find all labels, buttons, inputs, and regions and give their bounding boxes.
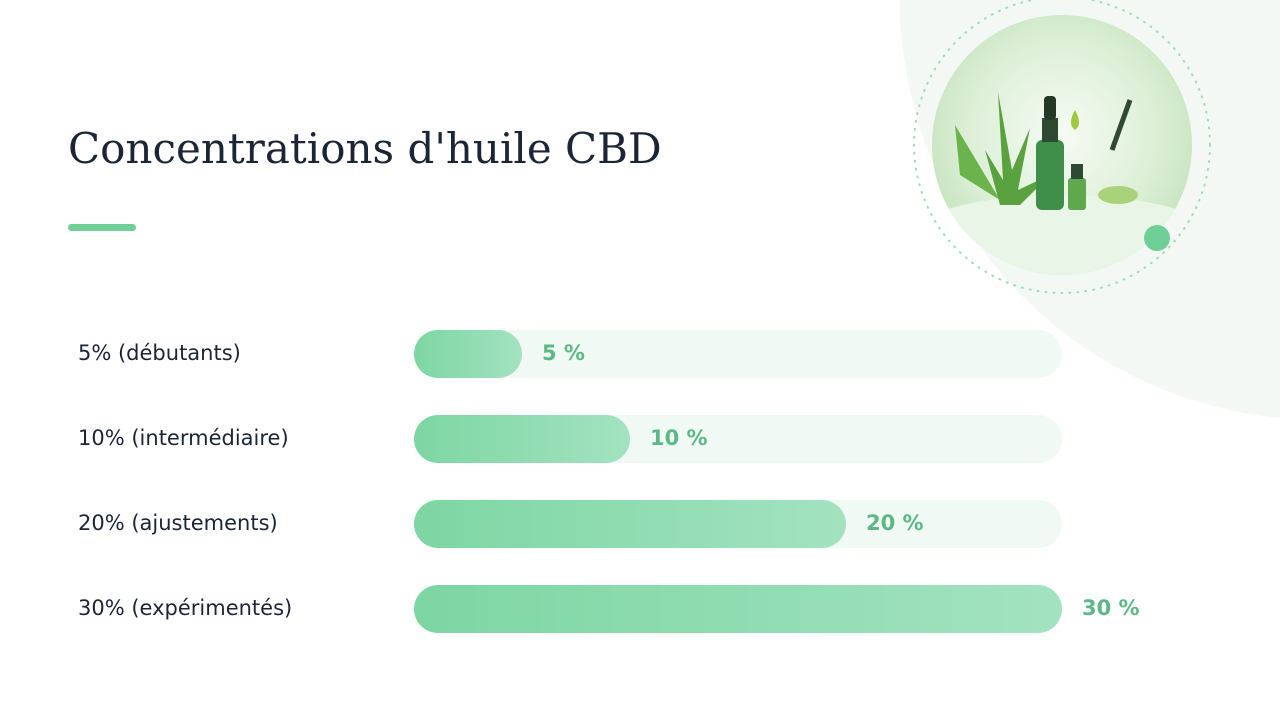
category-label: 30% (expérimentés) (78, 596, 292, 620)
value-label: 5 % (542, 341, 585, 365)
bar-track (414, 330, 1062, 378)
title-underline (68, 224, 136, 231)
bar (414, 500, 846, 548)
bar (414, 415, 630, 463)
value-label: 30 % (1082, 596, 1140, 620)
category-label: 10% (intermédiaire) (78, 426, 289, 450)
bar-chart: 5% (débutants) 5 % 10% (intermédiaire) 10 %… (78, 330, 1140, 633)
slide-title: Concentrations d'huile CBD (68, 124, 662, 173)
bar (414, 330, 522, 378)
value-label: 10 % (650, 426, 708, 450)
category-label: 5% (débutants) (78, 341, 241, 365)
dotted-ring (913, 0, 1211, 294)
category-label: 20% (ajustements) (78, 511, 278, 535)
bar (414, 585, 1062, 633)
value-label: 20 % (866, 511, 924, 535)
accent-dot (1144, 225, 1170, 251)
